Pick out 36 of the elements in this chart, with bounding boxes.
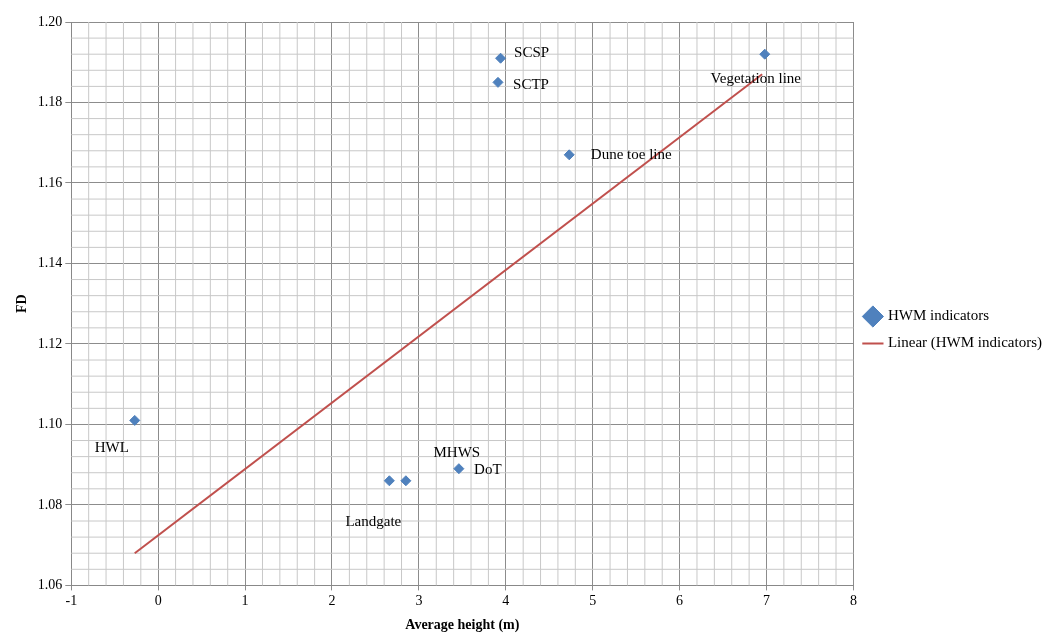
y-tick-label: 1.14 [37, 255, 63, 271]
point [129, 414, 141, 426]
x-tick-label: 5 [589, 593, 597, 609]
x-tick-label: 8 [849, 593, 857, 609]
x-tick-label: -1 [65, 593, 78, 609]
x-tick-label: 7 [762, 593, 770, 609]
y-tick-label: 1.16 [37, 174, 63, 190]
point [400, 475, 412, 487]
x-tick-label: 0 [154, 593, 162, 609]
y-axis-title: FD [14, 294, 30, 314]
x-tick-label: 2 [328, 593, 336, 609]
annotation: Landgate [345, 512, 402, 529]
x-tick-label: 6 [676, 593, 684, 609]
legend-label: Linear (HWM indicators) [887, 334, 1042, 352]
point [383, 475, 395, 487]
point [495, 52, 507, 64]
y-tick-label: 1.12 [37, 335, 63, 351]
y-tick-label: 1.06 [37, 577, 63, 593]
point [563, 149, 575, 161]
annotation: DoT [474, 460, 502, 477]
annotation: SCTP [513, 76, 549, 93]
annotation: SCSP [514, 44, 550, 61]
point [492, 76, 504, 88]
x-tick-label: 3 [415, 593, 423, 609]
y-tick-label: 1.08 [37, 496, 63, 512]
y-tick-label: 1.20 [37, 13, 63, 29]
y-tick-label: 1.18 [37, 94, 63, 110]
point [453, 463, 465, 475]
point [759, 48, 771, 60]
x-tick-label: 1 [241, 593, 249, 609]
annotation: MHWS [433, 443, 481, 460]
annotation: HWL [94, 439, 129, 456]
x-axis-title: Average height (m) [405, 617, 520, 634]
y-tick-label: 1.10 [37, 416, 63, 432]
x-tick-label: 4 [502, 593, 510, 609]
legend-label: HWM indicators [887, 307, 990, 324]
